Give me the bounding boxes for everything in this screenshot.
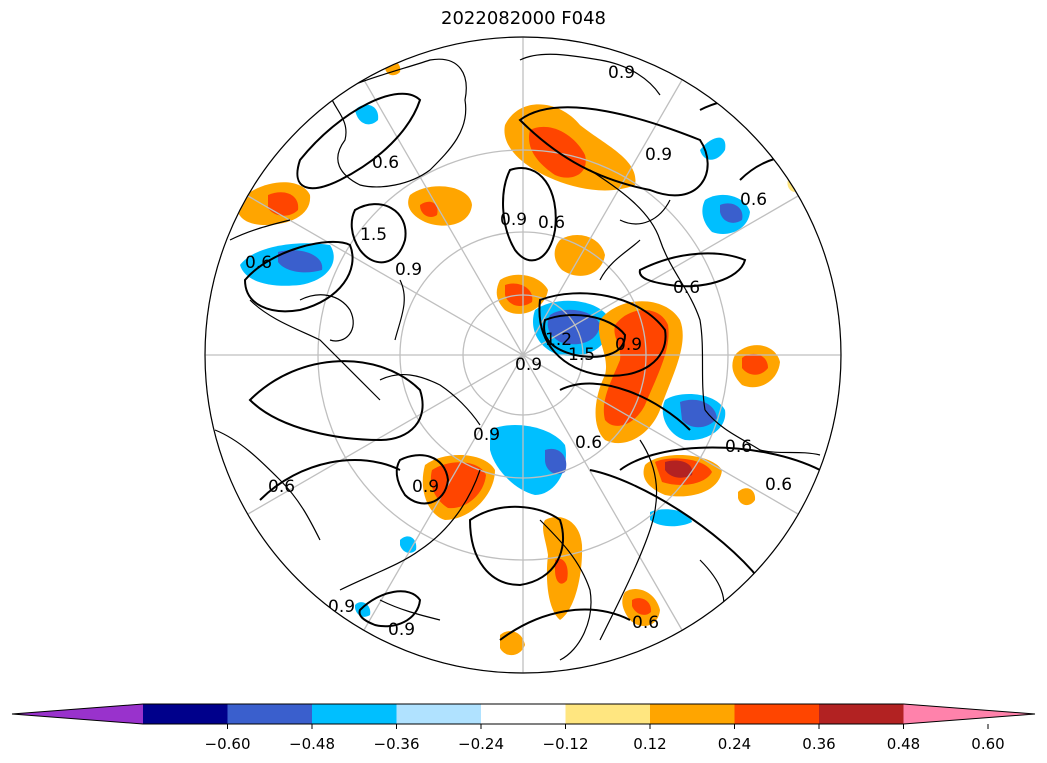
anomaly-patch [355, 104, 379, 125]
colorbar-segment [227, 704, 313, 724]
contour-label: 0.9 [515, 355, 542, 375]
contour-label: 0.6 [725, 437, 752, 457]
colorbar-tick-label: −0.48 [289, 735, 335, 753]
contour-label: 0.6 [268, 477, 295, 497]
anomaly-patch [278, 250, 323, 273]
contour-label: 0.9 [645, 145, 672, 165]
colorbar-tick-label: 0.60 [971, 735, 1004, 753]
contour-label: 0.9 [395, 260, 422, 280]
anomaly-patch [545, 448, 567, 475]
colorbar-segment [819, 704, 904, 724]
contour-label: 0.9 [412, 477, 439, 497]
colorbar-tick-label: 0.24 [718, 735, 751, 753]
contour-label: 1.5 [360, 225, 387, 245]
colorbar-tick-label: 0.12 [633, 735, 666, 753]
anomaly-patch [665, 460, 693, 478]
map-boundary [204, 36, 842, 674]
colorbar-outline [11, 703, 1036, 725]
anomaly-patch [632, 598, 652, 615]
contour-labels: 0.6 0.9 0.6 0.6 0.9 0.9 1.5 0.9 1.5 1.2 … [245, 63, 792, 640]
contour-label: 0.9 [615, 335, 642, 355]
anomaly-patch [680, 399, 717, 428]
contour-label: 0.6 [538, 213, 565, 233]
colorbar-segment [565, 704, 651, 724]
contour-label: 0.6 [740, 190, 767, 210]
map-disk: 0.6 0.9 0.6 0.6 0.9 0.9 1.5 0.9 1.5 1.2 … [205, 37, 841, 673]
colorbar-tick-label: −0.12 [543, 735, 589, 753]
map-title: 2022082000 F048 [441, 8, 606, 29]
colorbar-tick-label: 0.48 [887, 735, 920, 753]
colorbar: −0.60 −0.48 −0.36 −0.24 −0.12 0.12 0.24 0.36 0.4… [11, 703, 1036, 753]
colorbar-tick-label: −0.24 [458, 735, 504, 753]
anomaly-patch [555, 558, 568, 584]
anomaly-patch [738, 488, 756, 506]
anomaly-patch [742, 353, 768, 375]
anomaly-patch [430, 462, 486, 509]
anomaly-patch [650, 509, 692, 527]
colorbar-segment [650, 704, 735, 724]
anomaly-patch [500, 631, 525, 656]
contour-label: 0.9 [500, 210, 527, 230]
contour-label: 0.9 [608, 63, 635, 83]
colorbar-segment [734, 704, 820, 724]
colorbar-extend-max [903, 704, 1035, 724]
contour-label: 0.6 [372, 153, 399, 173]
colorbar-tick-label: 0.36 [802, 735, 835, 753]
contour-label: 0.6 [575, 433, 602, 453]
contour-label: 0.6 [632, 613, 659, 633]
contour-label: 0.6 [765, 475, 792, 495]
anomaly-patch [408, 186, 472, 226]
coastlines [214, 53, 821, 661]
colorbar-extend-min [12, 704, 143, 724]
anomaly-patch [554, 235, 605, 276]
anomaly-patch [720, 203, 743, 223]
anomaly-patch [400, 536, 417, 553]
contour-label: 0.6 [245, 253, 272, 273]
anomaly-patch [603, 310, 669, 426]
contour-label: 0.9 [328, 597, 355, 617]
contour-label: 1.5 [568, 345, 595, 365]
anomaly-patch [268, 192, 299, 216]
contour-label: 0.6 [673, 278, 700, 298]
colorbar-tick-label: −0.36 [374, 735, 420, 753]
colorbar-segment [312, 704, 397, 724]
colorbar-tick-label: −0.60 [205, 735, 251, 753]
colorbar-segment [143, 704, 228, 724]
contour-label: 0.9 [388, 620, 415, 640]
colorbar-segment [481, 704, 566, 724]
contour-label: 1.2 [545, 330, 572, 350]
colorbar-segment [396, 704, 482, 724]
contour-label: 0.9 [473, 425, 500, 445]
anomaly-patch [420, 201, 438, 217]
